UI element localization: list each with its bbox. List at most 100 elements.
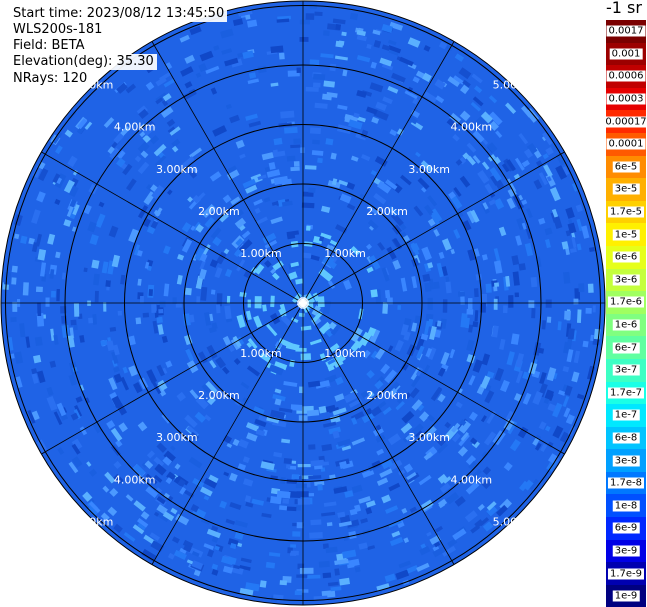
backscatter-cell xyxy=(137,141,150,154)
backscatter-cell xyxy=(201,203,216,219)
backscatter-cell xyxy=(456,210,464,219)
backscatter-cell xyxy=(82,491,93,502)
backscatter-cell xyxy=(225,518,236,525)
backscatter-cell xyxy=(420,543,427,549)
backscatter-cell xyxy=(458,156,467,165)
backscatter-cell xyxy=(524,242,534,257)
backscatter-cell xyxy=(140,511,150,520)
backscatter-cell xyxy=(481,353,491,366)
backscatter-cell xyxy=(56,402,67,417)
backscatter-cell xyxy=(233,358,241,366)
backscatter-cell xyxy=(245,582,260,592)
colorbar-bin: 1.7e-9 xyxy=(606,562,646,585)
backscatter-cell xyxy=(77,118,88,130)
backscatter-cell xyxy=(337,511,346,518)
backscatter-cell xyxy=(122,366,129,374)
backscatter-cell xyxy=(221,48,233,55)
backscatter-cell xyxy=(567,328,575,340)
backscatter-cell xyxy=(571,371,580,383)
start-time-label: Start time: 2023/08/12 13:45:50 xyxy=(10,6,228,22)
backscatter-cell xyxy=(354,504,362,513)
backscatter-cell xyxy=(315,379,330,389)
backscatter-cell xyxy=(411,322,418,332)
backscatter-cell xyxy=(394,339,404,352)
backscatter-cell xyxy=(438,41,448,50)
colorbar-bin: 0.0006 xyxy=(606,65,646,88)
backscatter-cell xyxy=(361,469,375,479)
backscatter-cell xyxy=(330,586,342,592)
backscatter-cell xyxy=(420,333,429,341)
backscatter-cell xyxy=(220,28,234,39)
colorbar-bin: 1e-7 xyxy=(606,404,646,427)
backscatter-cell xyxy=(15,376,23,389)
backscatter-cell xyxy=(236,209,244,217)
backscatter-cell xyxy=(246,365,261,377)
backscatter-cell xyxy=(365,500,376,508)
backscatter-cell xyxy=(310,519,322,526)
backscatter-cell xyxy=(234,520,248,528)
backscatter-cell xyxy=(381,494,392,504)
backscatter-cell xyxy=(440,351,450,366)
backscatter-cell xyxy=(175,303,182,308)
backscatter-cell xyxy=(459,419,467,426)
backscatter-cell xyxy=(339,460,348,470)
azimuth-spokes xyxy=(1,1,605,605)
backscatter-cell xyxy=(284,126,298,134)
backscatter-cell xyxy=(240,557,252,564)
backscatter-cell xyxy=(312,139,320,145)
backscatter-cell xyxy=(52,131,63,144)
backscatter-cell xyxy=(198,63,208,73)
backscatter-cell xyxy=(547,441,554,448)
backscatter-cell xyxy=(272,150,286,158)
backscatter-cell xyxy=(533,179,543,190)
backscatter-cell xyxy=(332,430,340,439)
backscatter-cell xyxy=(462,152,470,160)
backscatter-cell xyxy=(370,61,377,69)
backscatter-cell xyxy=(158,308,164,314)
backscatter-cell xyxy=(384,505,399,514)
backscatter-cell xyxy=(374,156,388,167)
backscatter-cell xyxy=(521,105,533,118)
backscatter-cell xyxy=(472,321,479,328)
backscatter-cell xyxy=(433,541,441,548)
backscatter-cell xyxy=(532,437,540,446)
backscatter-cell xyxy=(137,278,142,286)
backscatter-cell xyxy=(181,222,192,233)
colorbar-tick-label: 6e-6 xyxy=(612,251,640,263)
backscatter-cell xyxy=(75,396,83,403)
backscatter-cell xyxy=(459,84,470,95)
backscatter-cell xyxy=(573,350,581,364)
backscatter-cell xyxy=(270,45,284,54)
backscatter-cell xyxy=(468,460,478,470)
backscatter-cell xyxy=(528,478,539,491)
backscatter-cell xyxy=(258,415,273,424)
backscatter-cell xyxy=(545,299,552,308)
backscatter-cell xyxy=(162,93,172,102)
backscatter-cell xyxy=(361,411,376,424)
backscatter-cell xyxy=(84,397,90,404)
backscatter-cell xyxy=(185,348,195,362)
backscatter-cell xyxy=(163,450,176,463)
backscatter-cell xyxy=(20,235,28,244)
backscatter-cell xyxy=(391,72,406,83)
backscatter-cell xyxy=(327,581,339,587)
backscatter-cell xyxy=(181,238,193,253)
backscatter-cell xyxy=(376,477,389,486)
backscatter-cell xyxy=(468,375,476,386)
backscatter-cell xyxy=(165,62,173,70)
colorbar-tick-label: 3e-5 xyxy=(612,183,640,195)
backscatter-cell xyxy=(141,462,147,468)
backscatter-cell xyxy=(342,279,352,291)
backscatter-cell xyxy=(203,477,218,489)
backscatter-cell xyxy=(191,560,204,570)
backscatter-cell xyxy=(236,336,245,346)
backscatter-cell xyxy=(588,246,595,253)
backscatter-cell xyxy=(234,531,244,541)
colorbar-tick-label: 1.7e-8 xyxy=(607,477,645,489)
backscatter-cell xyxy=(493,156,501,165)
backscatter-cell xyxy=(549,186,561,202)
range-label: 3.00km xyxy=(156,163,198,176)
backscatter-cell xyxy=(257,65,267,74)
backscatter-cell xyxy=(133,382,143,394)
backscatter-cell xyxy=(226,442,233,448)
